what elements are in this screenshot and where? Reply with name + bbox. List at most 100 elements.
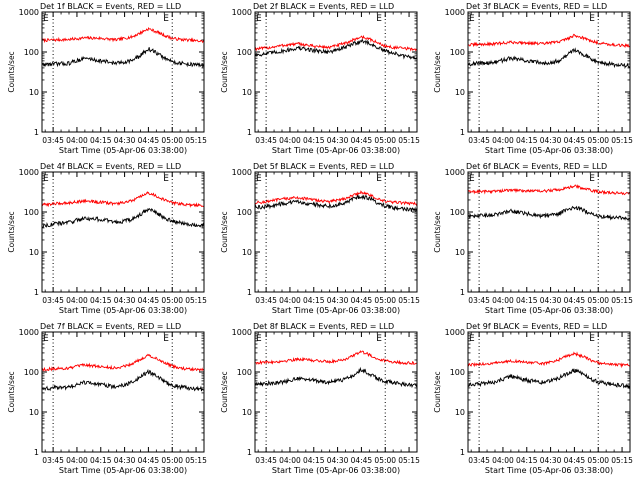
x-tick-label: 03:45 [255,136,277,145]
panel-title: Det 3f BLACK = Events, RED = LLD [466,2,607,11]
x-tick-label: 04:00 [66,136,88,145]
plot-frame [41,331,205,453]
x-tick-label: 04:15 [303,296,325,305]
x-tick-label: 04:45 [564,296,586,305]
panel-title: Det 2f BLACK = Events, RED = LLD [253,2,394,11]
y-tick-label: 10 [29,408,39,417]
series-events-line [467,205,631,221]
panel-det-9: Det 9f BLACK = Events, RED = LLD E E 1 10 100… [433,322,633,475]
y-tick-label: 1000 [232,8,252,17]
x-tick-label: 04:45 [564,456,586,465]
series-lld-line [41,353,205,372]
series-events-line [41,368,205,392]
x-tick-label: 05:00 [374,296,396,305]
y-tick-label: 1000 [445,8,465,17]
panel-title: Det 9f BLACK = Events, RED = LLD [466,322,607,331]
y-tick-label: 10 [242,248,252,257]
series-lld-line [254,34,418,52]
x-tick-label: 05:15 [398,456,420,465]
x-tick-label: 05:00 [374,456,396,465]
x-tick-label: 05:00 [161,136,183,145]
panel-det-1: Det 1f BLACK = Events, RED = LLD E E 1 10 100… [7,2,207,155]
x-tick-label: 04:30 [327,456,349,465]
x-tick-label: 03:45 [468,456,490,465]
panel-det-5: Det 5f BLACK = Events, RED = LLD E E 1 10 100… [220,162,420,315]
panel-title: Det 1f BLACK = Events, RED = LLD [40,2,181,11]
y-tick-label: 10 [29,88,39,97]
x-tick-label: 05:00 [161,296,183,305]
e-marker-right: E [163,334,169,344]
x-tick-label: 04:45 [351,136,373,145]
x-axis-label: Start Time (05-Apr-06 03:38:00) [272,146,400,155]
plot-frame [254,171,418,293]
y-tick-label: 1000 [445,328,465,337]
e-marker-left: E [469,334,475,344]
series-events-line [467,368,631,390]
panel-title: Det 6f BLACK = Events, RED = LLD [466,162,607,171]
e-marker-right: E [589,174,595,184]
y-axis-label: Counts/sec [433,211,442,252]
x-axis-label: Start Time (05-Apr-06 03:38:00) [485,146,613,155]
e-marker-left: E [469,14,475,24]
x-tick-label: 04:45 [351,296,373,305]
y-tick-label: 1 [34,288,39,297]
y-axis-label: Counts/sec [220,51,229,92]
y-tick-label: 100 [450,208,465,217]
series-lld-line [467,184,631,196]
y-tick-label: 100 [450,48,465,57]
x-tick-label: 05:00 [161,456,183,465]
y-tick-label: 10 [455,88,465,97]
e-marker-right: E [376,334,382,344]
y-tick-label: 1 [247,448,252,457]
series-lld-line [467,351,631,369]
e-marker-right: E [376,14,382,24]
x-tick-label: 04:00 [492,456,514,465]
series-events-line [254,38,418,60]
series-events-line [467,47,631,70]
series-lld-line [41,191,205,208]
series-events-line [41,47,205,69]
y-tick-label: 10 [455,408,465,417]
e-marker-right: E [589,334,595,344]
e-marker-right: E [163,174,169,184]
series-events-line [254,194,418,213]
x-tick-label: 05:00 [374,136,396,145]
x-axis-label: Start Time (05-Apr-06 03:38:00) [59,146,187,155]
x-tick-label: 04:45 [138,136,160,145]
x-tick-label: 04:30 [114,136,136,145]
y-tick-label: 10 [242,408,252,417]
x-tick-label: 05:15 [185,136,207,145]
y-tick-label: 100 [24,368,39,377]
x-tick-label: 04:30 [327,296,349,305]
y-tick-label: 1000 [19,168,39,177]
x-tick-label: 05:15 [398,296,420,305]
e-marker-left: E [43,174,49,184]
e-marker-left: E [256,334,262,344]
y-tick-label: 100 [450,368,465,377]
e-marker-right: E [163,14,169,24]
x-axis-label: Start Time (05-Apr-06 03:38:00) [485,306,613,315]
x-tick-label: 04:00 [66,456,88,465]
e-marker-left: E [43,14,49,24]
y-axis-label: Counts/sec [433,371,442,412]
panel-det-6: Det 6f BLACK = Events, RED = LLD E E 1 10 100… [433,162,633,315]
panel-title: Det 7f BLACK = Events, RED = LLD [40,322,181,331]
x-tick-label: 03:45 [468,136,490,145]
y-tick-label: 1 [34,128,39,137]
x-tick-label: 04:15 [516,456,538,465]
e-marker-left: E [256,14,262,24]
e-marker-right: E [589,14,595,24]
y-tick-label: 100 [237,208,252,217]
y-axis-label: Counts/sec [7,211,16,252]
x-axis-label: Start Time (05-Apr-06 03:38:00) [272,306,400,315]
y-tick-label: 1 [460,128,465,137]
x-axis-label: Start Time (05-Apr-06 03:38:00) [272,466,400,475]
x-tick-label: 04:45 [564,136,586,145]
x-tick-label: 04:30 [540,296,562,305]
x-axis-label: Start Time (05-Apr-06 03:38:00) [485,466,613,475]
y-tick-label: 1 [460,448,465,457]
x-tick-label: 04:15 [516,296,538,305]
e-marker-left: E [469,174,475,184]
panel-det-8: Det 8f BLACK = Events, RED = LLD E E 1 10 100… [220,322,420,475]
